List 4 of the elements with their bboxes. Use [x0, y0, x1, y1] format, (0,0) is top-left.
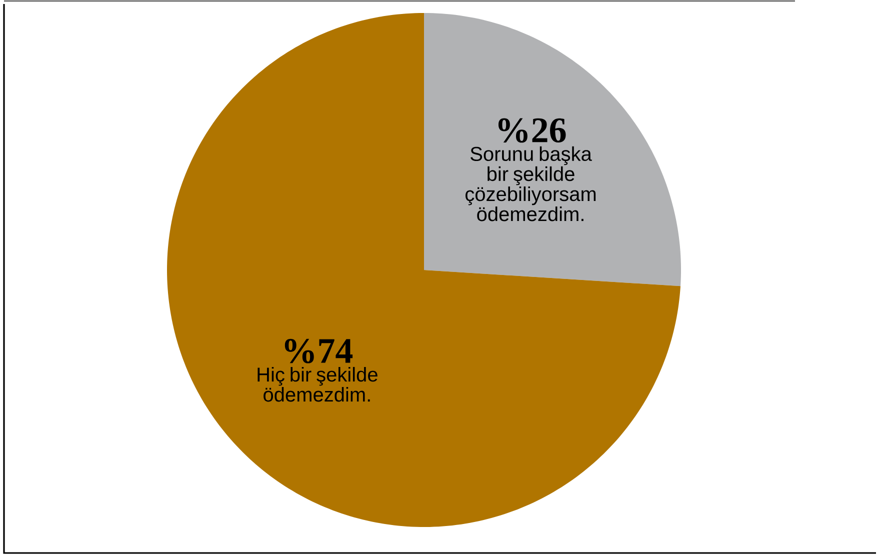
data-label: %74 [284, 338, 353, 364]
slice-label: Hiç bir şekilde ödemezdim. [258, 366, 378, 402]
data-label: %26 [498, 118, 566, 143]
slice-label: Sorunu başka bir şekilde çözebiliyorsam ödemezdim. [466, 146, 596, 222]
